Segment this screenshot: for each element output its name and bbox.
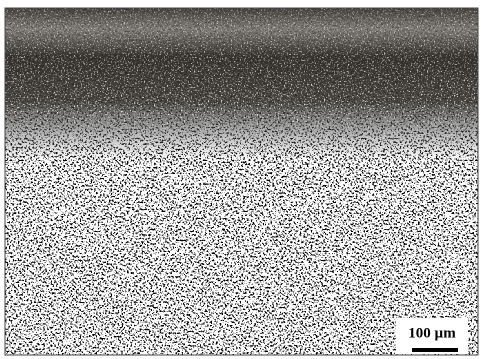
scale-bar <box>412 348 458 352</box>
micrograph: 100 µm <box>0 0 483 359</box>
scale-bar-label: 100 µm <box>408 325 456 341</box>
band-texture <box>5 8 478 355</box>
page: 100 µm (() => { const data = JSON.parse(… <box>0 0 483 359</box>
image-area <box>5 8 478 355</box>
